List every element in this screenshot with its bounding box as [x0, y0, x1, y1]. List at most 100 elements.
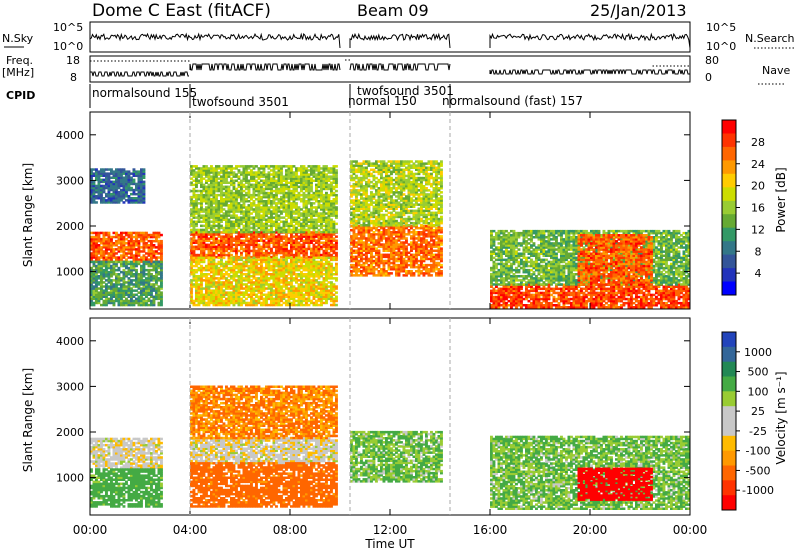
power-cell	[315, 279, 318, 282]
power-cell	[205, 180, 208, 183]
power-cell	[323, 277, 326, 280]
power-cell	[358, 225, 361, 228]
power-cell	[100, 238, 103, 241]
power-cell	[333, 298, 336, 301]
power-cell	[210, 225, 213, 228]
power-cell	[300, 257, 303, 260]
power-cell	[138, 273, 141, 276]
power-cell	[220, 175, 223, 178]
power-cell	[358, 237, 361, 240]
power-cell	[243, 190, 246, 193]
power-cell	[330, 167, 333, 170]
power-cell	[265, 173, 268, 176]
power-cell	[228, 219, 231, 222]
power-cell	[243, 194, 246, 197]
power-cell	[290, 257, 293, 260]
power-cell	[278, 214, 281, 217]
power-cell	[295, 304, 298, 307]
power-cell	[373, 260, 376, 263]
power-cell	[245, 269, 248, 272]
power-cell	[293, 285, 296, 288]
power-cell	[293, 240, 296, 243]
power-cell	[318, 261, 321, 264]
power-cell	[133, 263, 136, 266]
power-cell	[210, 221, 213, 224]
power-cell	[328, 285, 331, 288]
power-cell	[305, 231, 308, 234]
power-cell	[115, 248, 118, 251]
power-cell	[253, 257, 256, 260]
power-cell	[255, 171, 258, 174]
power-cell	[255, 221, 258, 224]
power-cell	[148, 261, 151, 264]
power-cell	[313, 192, 316, 195]
power-cell	[265, 219, 268, 222]
power-cell	[230, 267, 233, 270]
power-cell	[100, 304, 103, 307]
power-cell	[198, 275, 201, 278]
power-cell	[223, 208, 226, 211]
power-cell	[223, 263, 226, 266]
power-cell	[135, 289, 138, 292]
power-cell	[103, 289, 106, 292]
power-cell	[145, 256, 148, 259]
power-cell	[155, 250, 158, 253]
power-cell	[278, 198, 281, 201]
power-cell	[318, 225, 321, 228]
power-cell	[313, 231, 316, 234]
power-cell	[335, 165, 338, 168]
power-cell	[240, 252, 243, 255]
power-cell	[218, 261, 221, 264]
power-cell	[285, 192, 288, 195]
power-cell	[253, 216, 256, 219]
power-cell	[330, 200, 333, 203]
power-cell	[115, 232, 118, 235]
power-cell	[125, 252, 128, 255]
power-cell	[293, 165, 296, 168]
power-cell	[218, 254, 221, 256]
power-cell	[363, 241, 366, 244]
power-cell	[193, 269, 196, 272]
power-cell	[250, 259, 253, 262]
power-cell	[335, 235, 338, 238]
power-cell	[203, 287, 206, 290]
power-cell	[115, 261, 118, 264]
power-cell	[323, 194, 326, 197]
power-cell	[313, 302, 316, 305]
power-cell	[218, 182, 221, 185]
radar-summary-plot: Dome C East (fitACF) Beam 09 25/Jan/2013…	[0, 0, 800, 554]
power-cell	[133, 197, 136, 200]
power-cell	[300, 223, 303, 226]
power-cell	[133, 254, 136, 256]
power-cell	[225, 291, 228, 294]
power-cell	[215, 229, 218, 232]
power-cell	[105, 283, 108, 286]
power-cell	[193, 200, 196, 203]
power-cell	[298, 167, 301, 170]
power-cell	[230, 281, 233, 284]
power-cell	[303, 285, 306, 288]
power-cell	[245, 273, 248, 276]
power-cell	[358, 247, 361, 250]
power-cell	[315, 285, 318, 288]
power-cell	[140, 246, 143, 249]
power-cell	[120, 261, 123, 264]
power-cell	[113, 170, 116, 173]
power-cell	[290, 190, 293, 193]
power-cell	[300, 219, 303, 222]
power-cell	[125, 238, 128, 241]
power-cell	[145, 300, 148, 303]
power-cell	[275, 257, 278, 260]
power-cell	[98, 287, 101, 290]
power-cell	[143, 279, 146, 282]
power-cell	[290, 202, 293, 205]
power-cell	[263, 165, 266, 168]
power-cell	[113, 300, 116, 303]
power-cell	[278, 165, 281, 168]
power-cell	[268, 252, 271, 255]
power-cell	[145, 252, 148, 255]
power-cell	[360, 264, 363, 267]
power-cell	[105, 168, 108, 171]
power-cell	[133, 232, 136, 235]
power-cell	[205, 273, 208, 276]
